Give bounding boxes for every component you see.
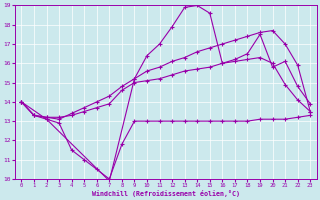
X-axis label: Windchill (Refroidissement éolien,°C): Windchill (Refroidissement éolien,°C): [92, 190, 240, 197]
